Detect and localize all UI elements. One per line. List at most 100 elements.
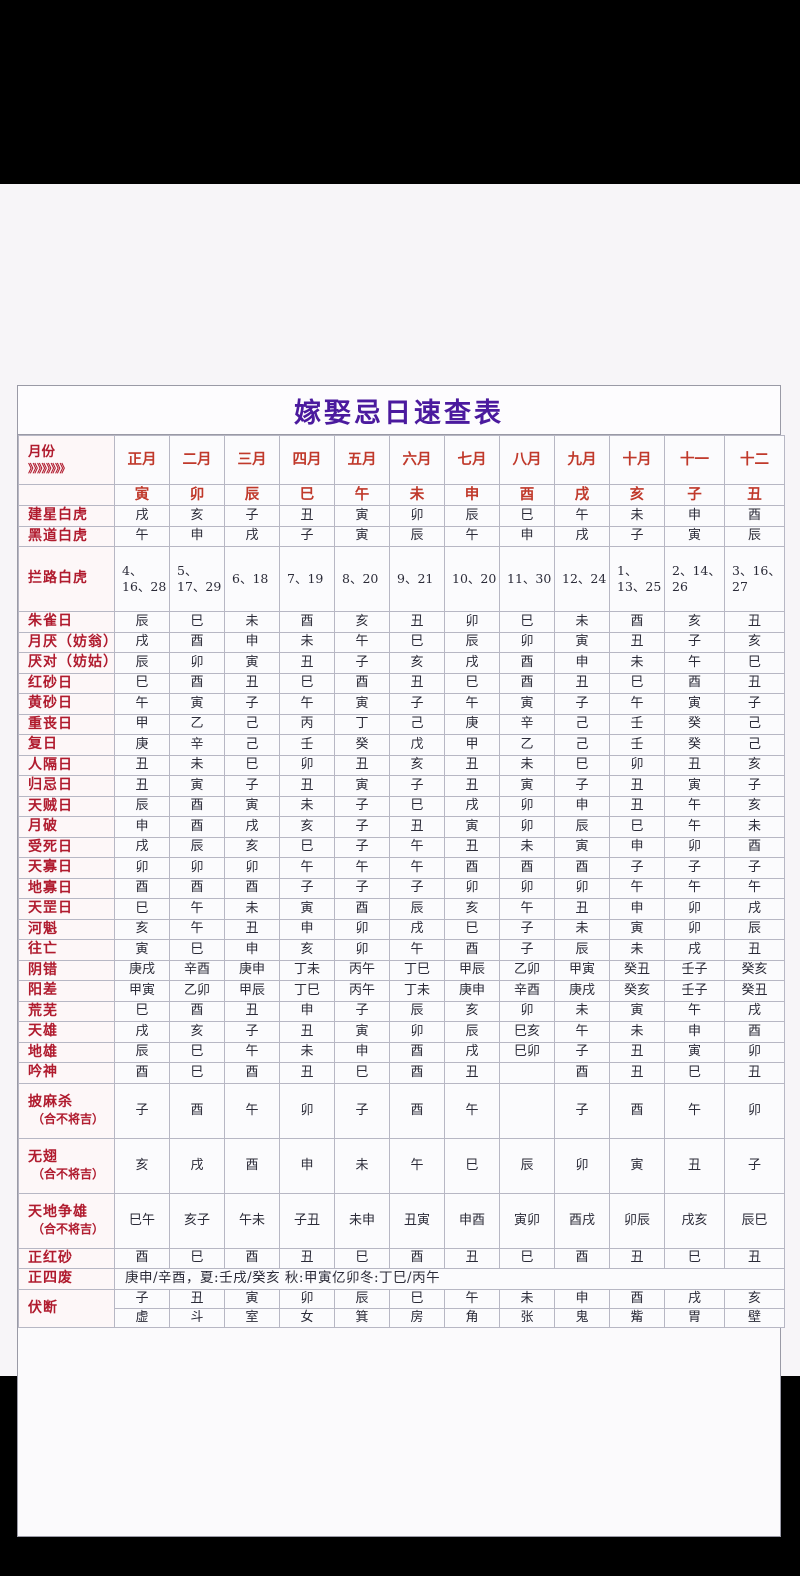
cell: 未 bbox=[609, 939, 665, 961]
cell: 午 bbox=[334, 857, 390, 879]
cell: 辰 bbox=[389, 1000, 445, 1023]
cell: 戌 bbox=[224, 816, 280, 838]
cell: 癸 bbox=[664, 734, 725, 756]
cell: 卯 bbox=[609, 754, 665, 777]
cell: 亥 bbox=[389, 652, 445, 674]
cell: 寅 bbox=[554, 631, 610, 654]
taboo-days-table: 月份 》》》》》》》》 正月 二月 三月 四月 五月 六月 七月 八月 九月 十月 十一 十二寅卯辰巳午未… bbox=[18, 435, 785, 1329]
header-month-1: 正月 bbox=[114, 435, 170, 485]
cell: 戌 bbox=[224, 525, 280, 548]
cell: 壬子 bbox=[664, 959, 725, 982]
cell: 巳 bbox=[389, 1288, 445, 1309]
cell: 巳 bbox=[609, 672, 665, 695]
cell: 辰 bbox=[334, 1288, 390, 1309]
cell: 丁 bbox=[334, 713, 390, 736]
cell: 丑 bbox=[444, 1247, 500, 1270]
cell: 午 bbox=[279, 693, 335, 715]
cell: 子 bbox=[554, 1082, 610, 1139]
cell: 己 bbox=[224, 734, 280, 756]
cell: 巳 bbox=[664, 1247, 725, 1270]
cell: 辰 bbox=[114, 652, 170, 674]
cell: 酉 bbox=[169, 1000, 225, 1023]
header-month-2: 二月 bbox=[169, 435, 225, 485]
row-label-16: 地寡日 bbox=[18, 877, 115, 900]
cell: 己 bbox=[554, 713, 610, 736]
cell: 壬 bbox=[609, 713, 665, 736]
cell: 巳 bbox=[389, 795, 445, 818]
cell: 巳 bbox=[114, 1000, 170, 1023]
cell: 寅 bbox=[334, 505, 390, 527]
cell: 寅卯 bbox=[499, 1192, 555, 1249]
header-corner-label: 月份 》》》》》》》》 bbox=[18, 435, 115, 485]
cell: 卯 bbox=[224, 857, 280, 879]
cell: 子 bbox=[389, 693, 445, 715]
cell: 辰巳 bbox=[724, 1192, 785, 1249]
cell: 丑 bbox=[664, 754, 725, 777]
cell: 丑寅 bbox=[389, 1192, 445, 1249]
cell: 未 bbox=[554, 611, 610, 633]
cell: 寅 bbox=[664, 775, 725, 797]
cell: 卯 bbox=[724, 1041, 785, 1064]
cell: 亥 bbox=[224, 836, 280, 859]
cell: 8、20 bbox=[334, 546, 390, 613]
cell: 辛 bbox=[169, 734, 225, 756]
cell: 寅 bbox=[609, 918, 665, 941]
cell: 寅 bbox=[664, 693, 725, 715]
cell: 子 bbox=[724, 693, 785, 715]
page-title: 嫁娶忌日速查表 bbox=[294, 397, 504, 429]
row-sublabel-27: （合不将吉） bbox=[32, 1166, 105, 1181]
cell: 未 bbox=[724, 816, 785, 838]
cell: 未 bbox=[224, 898, 280, 920]
cell: 酉 bbox=[554, 1247, 610, 1270]
cell: 己 bbox=[224, 713, 280, 736]
cell: 亥 bbox=[444, 1000, 500, 1023]
cell: 酉 bbox=[499, 652, 555, 674]
row-label-19: 往亡 bbox=[18, 939, 115, 961]
cell: 酉戌 bbox=[554, 1192, 610, 1249]
cell: 丑 bbox=[389, 611, 445, 633]
cell: 午 bbox=[224, 1041, 280, 1064]
cell: 丑 bbox=[389, 816, 445, 838]
cell: 申 bbox=[609, 898, 665, 920]
cell: 子 bbox=[114, 1288, 170, 1309]
cell: 酉 bbox=[279, 611, 335, 633]
cell: 卯 bbox=[724, 1082, 785, 1139]
cell: 巳 bbox=[444, 918, 500, 941]
cell: 12、24 bbox=[554, 546, 610, 613]
table-row: 拦路白虎 4、16、28 5、17、29 6、18 7、19 8、20 9、21 10、20 1… bbox=[18, 546, 785, 613]
cell: 丑 bbox=[609, 1041, 665, 1064]
cell: 丑 bbox=[724, 939, 785, 961]
cell: 午 bbox=[499, 898, 555, 920]
cell: 酉 bbox=[724, 836, 785, 859]
cell: 丑 bbox=[554, 898, 610, 920]
cell: 卯 bbox=[499, 877, 555, 900]
cell: 卯 bbox=[554, 1137, 610, 1194]
cell: 酉 bbox=[554, 1062, 610, 1084]
row-label-24: 地雄 bbox=[18, 1041, 115, 1064]
table-row: 阴错 庚戌 辛酉 庚申 丁未 丙午 丁巳 甲辰 乙卯 甲寅 癸丑 壬子 癸亥 bbox=[18, 959, 785, 982]
cell: 申 bbox=[664, 505, 725, 527]
cell: 酉 bbox=[334, 672, 390, 695]
row-label-2: 拦路白虎 bbox=[18, 546, 115, 613]
cell: 虚 bbox=[114, 1307, 170, 1329]
cell: 丑 bbox=[609, 775, 665, 797]
table-row: 荒芜巳酉丑申子辰亥卯未寅午戌 bbox=[18, 1000, 785, 1023]
cell: 寅 bbox=[664, 1041, 725, 1064]
header-month-9: 九月 bbox=[554, 435, 610, 485]
cell: 庚申 bbox=[444, 980, 500, 1002]
cell: 午 bbox=[609, 693, 665, 715]
row-label-23: 天雄 bbox=[18, 1021, 115, 1043]
cell: 酉 bbox=[499, 857, 555, 879]
table-row: 厌对（妨姑）辰卯寅丑子亥戌酉申未午巳 bbox=[18, 652, 785, 674]
header-branch-8: 酉 bbox=[499, 483, 555, 507]
row-label-22: 荒芜 bbox=[18, 1000, 115, 1023]
cell: 寅 bbox=[334, 775, 390, 797]
cell: 午 bbox=[664, 795, 725, 818]
cell: 申 bbox=[554, 1288, 610, 1309]
cell: 辰 bbox=[724, 918, 785, 941]
cell: 子 bbox=[334, 816, 390, 838]
cell: 己 bbox=[389, 713, 445, 736]
cell: 4、16、28 bbox=[114, 546, 170, 613]
cell: 午 bbox=[609, 877, 665, 900]
cell: 午 bbox=[114, 693, 170, 715]
